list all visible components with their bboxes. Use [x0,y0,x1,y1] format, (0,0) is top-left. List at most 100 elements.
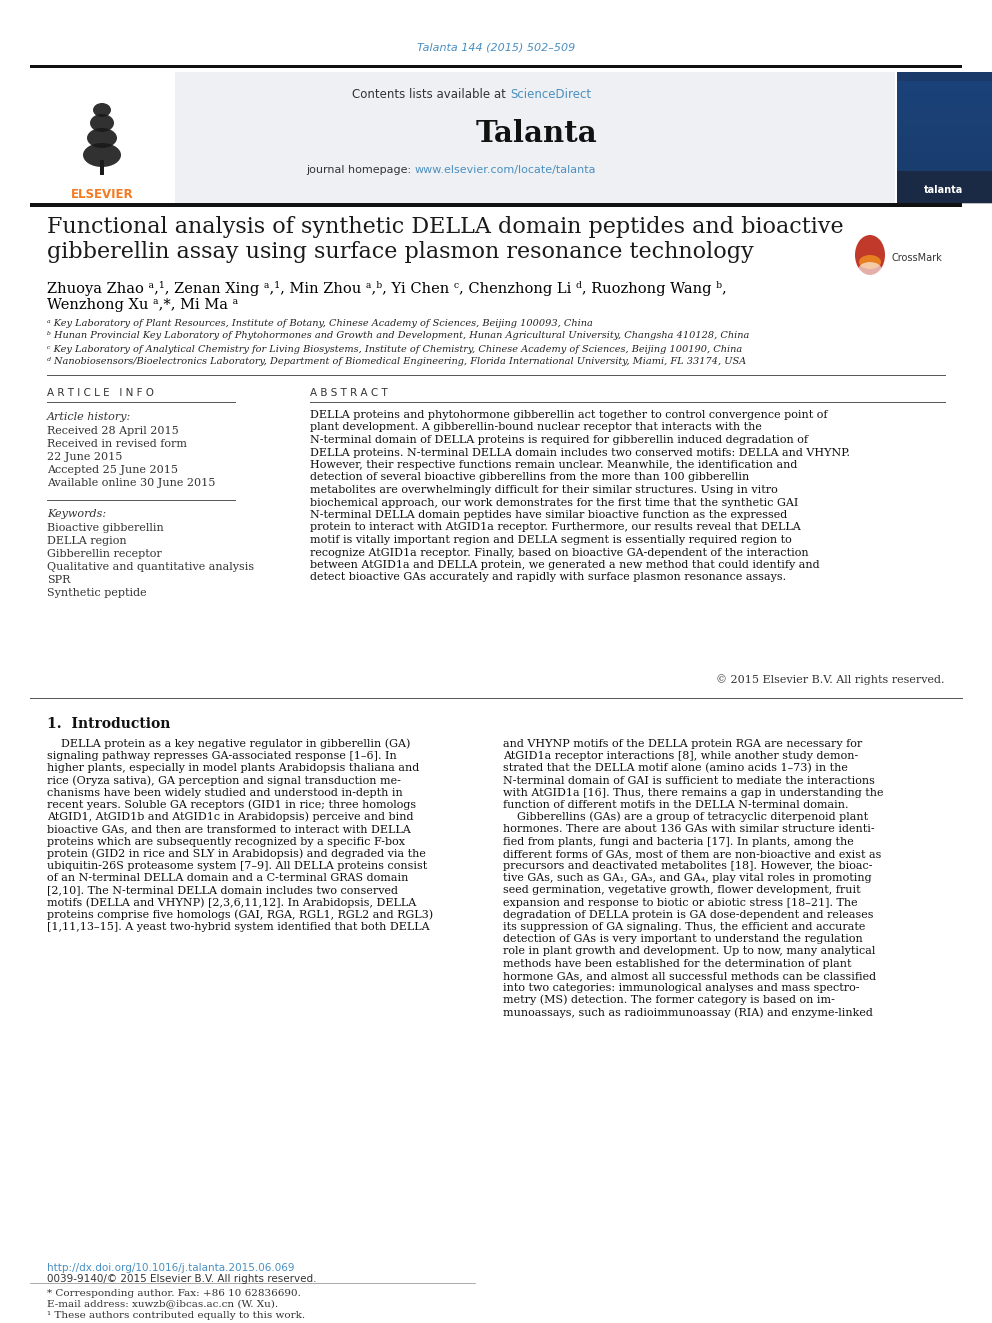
Text: fied from plants, fungi and bacteria [17]. In plants, among the: fied from plants, fungi and bacteria [17… [503,836,854,847]
Text: N-terminal domain of GAI is sufficient to mediate the interactions: N-terminal domain of GAI is sufficient t… [503,775,875,786]
Ellipse shape [859,255,881,269]
Bar [897,126,992,135]
Text: DELLA protein as a key negative regulator in gibberellin (GA): DELLA protein as a key negative regulato… [47,738,411,749]
Text: * Corresponding author. Fax: +86 10 62836690.: * Corresponding author. Fax: +86 10 6283… [47,1289,301,1298]
Bar [897,171,992,202]
Text: Talanta: Talanta [476,119,598,147]
Text: motif is vitally important region and DELLA segment is essentially required regi: motif is vitally important region and DE… [310,534,792,545]
Text: of an N-terminal DELLA domain and a C-terminal GRAS domain: of an N-terminal DELLA domain and a C-te… [47,873,409,884]
Text: degradation of DELLA protein is GA dose-dependent and releases: degradation of DELLA protein is GA dose-… [503,910,874,919]
Text: Synthetic peptide: Synthetic peptide [47,587,147,598]
Text: 0039-9140/© 2015 Elsevier B.V. All rights reserved.: 0039-9140/© 2015 Elsevier B.V. All right… [47,1274,316,1285]
Text: Gibberellin receptor: Gibberellin receptor [47,549,162,560]
Text: A B S T R A C T: A B S T R A C T [310,388,388,398]
Text: Contents lists available at: Contents lists available at [352,89,510,102]
Text: ScienceDirect: ScienceDirect [510,89,591,102]
Text: methods have been established for the determination of plant: methods have been established for the de… [503,959,851,968]
Text: [1,11,13–15]. A yeast two-hybrid system identified that both DELLA: [1,11,13–15]. A yeast two-hybrid system … [47,922,430,931]
Text: N-terminal DELLA domain peptides have similar bioactive function as the expresse: N-terminal DELLA domain peptides have si… [310,509,788,520]
Text: © 2015 Elsevier B.V. All rights reserved.: © 2015 Elsevier B.V. All rights reserved… [716,675,945,685]
Text: However, their respective functions remain unclear. Meanwhile, the identificatio: However, their respective functions rema… [310,460,798,470]
Bar [30,65,962,67]
Text: CrossMark: CrossMark [892,253,942,263]
Text: Received 28 April 2015: Received 28 April 2015 [47,426,179,437]
Text: and VHYNP motifs of the DELLA protein RGA are necessary for: and VHYNP motifs of the DELLA protein RG… [503,740,862,749]
Bar [897,153,992,161]
Text: its suppression of GA signaling. Thus, the efficient and accurate: its suppression of GA signaling. Thus, t… [503,922,865,931]
Text: E-mail address: xuwzb@ibcas.ac.cn (W. Xu).: E-mail address: xuwzb@ibcas.ac.cn (W. Xu… [47,1299,278,1308]
Text: seed germination, vegetative growth, flower development, fruit: seed germination, vegetative growth, flo… [503,885,861,896]
Text: hormones. There are about 136 GAs with similar structure identi-: hormones. There are about 136 GAs with s… [503,824,875,835]
Text: between AtGID1a and DELLA protein, we generated a new method that could identify: between AtGID1a and DELLA protein, we ge… [310,560,819,570]
Text: DELLA proteins. N-terminal DELLA domain includes two conserved motifs: DELLA and: DELLA proteins. N-terminal DELLA domain … [310,447,850,458]
Text: metabolites are overwhelmingly difficult for their similar structures. Using in : metabolites are overwhelmingly difficult… [310,486,778,495]
Text: ᵈ Nanobiosensors/Bioelectronics Laboratory, Department of Biomedical Engineering: ᵈ Nanobiosensors/Bioelectronics Laborato… [47,357,746,366]
Text: tive GAs, such as GA₁, GA₃, and GA₄, play vital roles in promoting: tive GAs, such as GA₁, GA₃, and GA₄, pla… [503,873,872,884]
Text: 1.  Introduction: 1. Introduction [47,717,171,732]
Text: Bioactive gibberellin: Bioactive gibberellin [47,523,164,533]
Text: journal homepage:: journal homepage: [307,165,415,175]
Ellipse shape [83,143,121,167]
Ellipse shape [87,128,117,148]
Ellipse shape [858,262,882,278]
Text: metry (MS) detection. The former category is based on im-: metry (MS) detection. The former categor… [503,995,835,1005]
Bar [100,160,104,175]
Text: Available online 30 June 2015: Available online 30 June 2015 [47,478,215,488]
Text: proteins comprise five homologs (GAI, RGA, RGL1, RGL2 and RGL3): proteins comprise five homologs (GAI, RG… [47,909,434,919]
Text: protein to interact with AtGID1a receptor. Furthermore, our results reveal that : protein to interact with AtGID1a recepto… [310,523,801,532]
Text: Accepted 25 June 2015: Accepted 25 June 2015 [47,464,178,475]
Text: ᵃ Key Laboratory of Plant Resources, Institute of Botany, Chinese Academy of Sci: ᵃ Key Laboratory of Plant Resources, Ins… [47,319,593,328]
Text: Article history:: Article history: [47,411,131,422]
Text: role in plant growth and development. Up to now, many analytical: role in plant growth and development. Up… [503,946,875,957]
Text: recent years. Soluble GA receptors (GID1 in rice; three homologs: recent years. Soluble GA receptors (GID1… [47,799,416,810]
Text: N-terminal domain of DELLA proteins is required for gibberellin induced degradat: N-terminal domain of DELLA proteins is r… [310,435,808,445]
Text: detect bioactive GAs accurately and rapidly with surface plasmon resonance assay: detect bioactive GAs accurately and rapi… [310,573,786,582]
Bar [30,71,175,205]
Text: www.elsevier.com/locate/talanta: www.elsevier.com/locate/talanta [415,165,596,175]
Ellipse shape [855,235,885,275]
Ellipse shape [93,103,111,116]
Text: with AtGID1a [16]. Thus, there remains a gap in understanding the: with AtGID1a [16]. Thus, there remains a… [503,787,884,798]
Text: ELSEVIER: ELSEVIER [70,188,133,201]
Text: different forms of GAs, most of them are non-bioactive and exist as: different forms of GAs, most of them are… [503,849,881,859]
Bar [897,116,992,126]
Text: AtGID1, AtGID1b and AtGID1c in Arabidopsis) perceive and bind: AtGID1, AtGID1b and AtGID1c in Arabidops… [47,812,414,823]
Text: biochemical approach, our work demonstrates for the first time that the syntheti: biochemical approach, our work demonstra… [310,497,799,508]
Text: into two categories: immunological analyses and mass spectro-: into two categories: immunological analy… [503,983,859,994]
Text: chanisms have been widely studied and understood in-depth in: chanisms have been widely studied and un… [47,787,403,798]
Text: 22 June 2015: 22 June 2015 [47,452,122,462]
Bar [897,71,992,202]
Text: Keywords:: Keywords: [47,509,106,519]
Bar [175,71,895,205]
Text: Received in revised form: Received in revised form [47,439,187,448]
Text: rice (Oryza sativa), GA perception and signal transduction me-: rice (Oryza sativa), GA perception and s… [47,775,401,786]
Text: hormone GAs, and almost all successful methods can be classified: hormone GAs, and almost all successful m… [503,971,876,980]
Text: detection of several bioactive gibberellins from the more than 100 gibberellin: detection of several bioactive gibberell… [310,472,749,483]
Text: ᶜ Key Laboratory of Analytical Chemistry for Living Biosystems, Institute of Che: ᶜ Key Laboratory of Analytical Chemistry… [47,344,742,353]
Text: http://dx.doi.org/10.1016/j.talanta.2015.06.069: http://dx.doi.org/10.1016/j.talanta.2015… [47,1263,295,1273]
Text: proteins which are subsequently recognized by a specific F-box: proteins which are subsequently recogniz… [47,836,405,847]
Text: expansion and response to biotic or abiotic stress [18–21]. The: expansion and response to biotic or abio… [503,897,858,908]
Bar [897,81,992,90]
Bar [897,71,992,171]
Text: talanta: talanta [925,185,963,194]
Text: protein (GID2 in rice and SLY in Arabidopsis) and degraded via the: protein (GID2 in rice and SLY in Arabido… [47,848,426,859]
Text: DELLA region: DELLA region [47,536,127,546]
Bar [897,108,992,116]
Text: munoassays, such as radioimmunoassay (RIA) and enzyme-linked: munoassays, such as radioimmunoassay (RI… [503,1007,873,1017]
Text: strated that the DELLA motif alone (amino acids 1–73) in the: strated that the DELLA motif alone (amin… [503,763,848,774]
Text: Gibberellins (GAs) are a group of tetracyclic diterpenoid plant: Gibberellins (GAs) are a group of tetrac… [503,812,868,823]
Bar [897,161,992,171]
Bar [897,144,992,153]
Text: gibberellin assay using surface plasmon resonance technology: gibberellin assay using surface plasmon … [47,241,754,263]
Text: DELLA proteins and phytohormone gibberellin act together to control convergence : DELLA proteins and phytohormone gibberel… [310,410,827,419]
Text: function of different motifs in the DELLA N-terminal domain.: function of different motifs in the DELL… [503,800,848,810]
Text: A R T I C L E   I N F O: A R T I C L E I N F O [47,388,154,398]
Text: plant development. A gibberellin-bound nuclear receptor that interacts with the: plant development. A gibberellin-bound n… [310,422,762,433]
Bar [30,202,962,206]
Text: ubiquitin-26S proteasome system [7–9]. All DELLA proteins consist: ubiquitin-26S proteasome system [7–9]. A… [47,861,428,871]
Bar [897,99,992,108]
Ellipse shape [90,114,114,132]
Text: Zhuoya Zhao ᵃ,¹, Zenan Xing ᵃ,¹, Min Zhou ᵃ,ᵇ, Yi Chen ᶜ, Chenzhong Li ᵈ, Ruozho: Zhuoya Zhao ᵃ,¹, Zenan Xing ᵃ,¹, Min Zho… [47,280,727,295]
Text: precursors and deactivated metabolites [18]. However, the bioac-: precursors and deactivated metabolites [… [503,861,873,871]
